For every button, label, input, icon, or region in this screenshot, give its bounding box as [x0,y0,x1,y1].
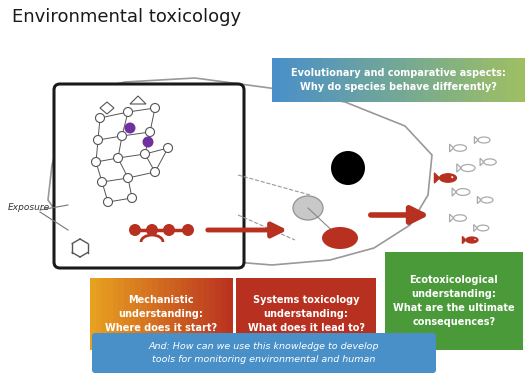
Ellipse shape [293,196,323,220]
Bar [226,278,233,350]
Bar [306,58,314,102]
Circle shape [104,198,113,207]
Bar [373,58,382,102]
Bar [297,58,306,102]
Bar [465,58,474,102]
Circle shape [150,168,159,177]
Circle shape [124,123,135,134]
Bar [385,252,523,350]
Bar [186,278,193,350]
Bar [198,278,204,350]
FancyBboxPatch shape [54,84,244,268]
Bar [499,58,508,102]
Text: Ecotoxicological
understanding:
What are the ultimate
consequences?: Ecotoxicological understanding: What are… [393,275,515,327]
Bar [135,278,142,350]
Bar [448,58,457,102]
Polygon shape [463,236,466,244]
Bar [118,278,125,350]
Bar [348,58,356,102]
Circle shape [142,136,153,147]
Bar [124,278,130,350]
Bar [482,58,491,102]
Bar [215,278,221,350]
Polygon shape [434,173,440,183]
Circle shape [124,108,133,117]
Circle shape [164,144,173,153]
Bar [221,278,227,350]
Circle shape [129,224,141,236]
Bar [457,58,466,102]
Bar [406,58,415,102]
Bar [423,58,432,102]
Bar [289,58,298,102]
Bar [236,278,376,350]
Text: Mechanistic
understanding:
Where does it start?: Mechanistic understanding: Where does it… [105,295,217,333]
Bar [432,58,441,102]
Circle shape [124,174,133,183]
Bar [381,58,390,102]
Bar [141,278,147,350]
Circle shape [331,151,365,185]
Bar [280,58,289,102]
Text: Evolutionary and comparative aspects:
Why do species behave differently?: Evolutionary and comparative aspects: Wh… [290,68,506,92]
Bar [491,58,499,102]
Bar [364,58,373,102]
Bar [322,58,331,102]
Bar [158,278,164,350]
Circle shape [117,132,126,141]
Bar [209,278,216,350]
Ellipse shape [440,174,457,182]
Bar [516,58,525,102]
Text: Exposure: Exposure [8,203,50,212]
Bar [390,58,398,102]
Bar [107,278,113,350]
Bar [147,278,153,350]
Bar [169,278,176,350]
Text: Systems toxicology
understanding:
What does it lead to?: Systems toxicology understanding: What d… [247,295,364,333]
Ellipse shape [466,237,478,243]
Circle shape [91,158,100,166]
Bar [474,58,483,102]
Circle shape [127,194,136,202]
Bar [164,278,170,350]
Circle shape [474,238,476,240]
Circle shape [96,114,105,123]
Circle shape [141,150,150,159]
Bar [331,58,340,102]
Bar [113,278,119,350]
Bar [192,278,199,350]
Bar [314,58,323,102]
Polygon shape [48,78,432,265]
Circle shape [145,128,155,136]
Bar [339,58,348,102]
Ellipse shape [322,227,358,249]
Bar [356,58,365,102]
Circle shape [150,104,159,112]
Bar [130,278,136,350]
Text: Environmental toxicology: Environmental toxicology [12,8,241,26]
Circle shape [163,224,175,236]
Bar [507,58,516,102]
Bar [181,278,187,350]
Circle shape [146,224,158,236]
FancyBboxPatch shape [92,333,436,373]
Circle shape [182,224,194,236]
Bar [101,278,108,350]
Bar [415,58,424,102]
Bar [96,278,102,350]
Bar [398,58,407,102]
Bar [440,58,449,102]
Circle shape [93,135,102,144]
Bar [203,278,210,350]
Bar [272,58,281,102]
Circle shape [451,176,453,178]
Bar [90,278,96,350]
Text: And: How can we use this knowledge to develop
tools for monitoring environmental: And: How can we use this knowledge to de… [149,342,379,364]
Bar [175,278,182,350]
Circle shape [98,177,107,186]
Circle shape [114,153,123,162]
Bar [152,278,159,350]
